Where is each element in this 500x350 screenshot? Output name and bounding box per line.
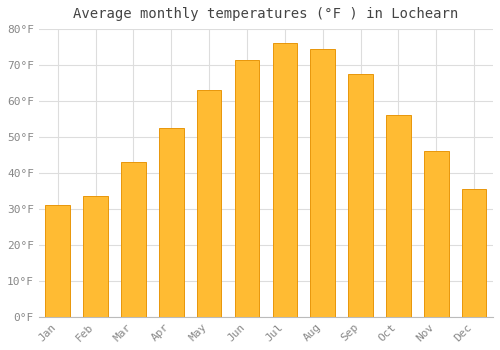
Bar <box>84 196 108 317</box>
Bar <box>197 90 222 317</box>
Bar <box>46 205 70 317</box>
Bar <box>424 151 448 317</box>
Bar <box>462 189 486 317</box>
Bar <box>234 60 260 317</box>
Bar <box>348 74 373 317</box>
Bar <box>159 128 184 317</box>
Bar <box>310 49 335 317</box>
Title: Average monthly temperatures (°F ) in Lochearn: Average monthly temperatures (°F ) in Lo… <box>74 7 458 21</box>
Bar <box>272 43 297 317</box>
Bar <box>121 162 146 317</box>
Bar <box>386 116 410 317</box>
